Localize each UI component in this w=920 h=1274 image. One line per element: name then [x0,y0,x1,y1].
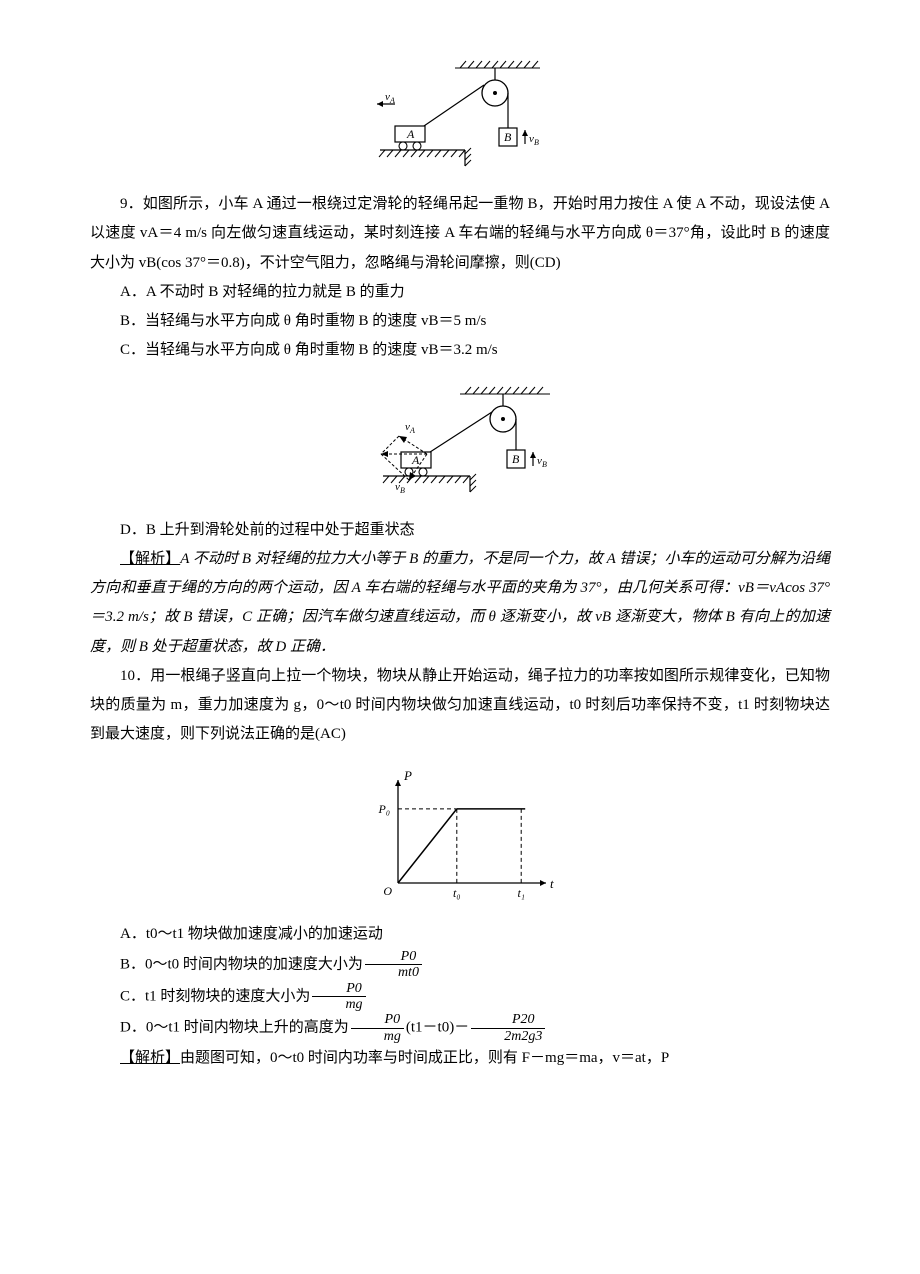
q10-d-frac1: P0mg [351,1012,404,1044]
q10-analysis-text: 由题图可知，0～t0 时间内功率与时间成正比，则有 F－mg＝ma，v＝at，P [180,1050,669,1066]
figure-q10-chart: Ot P P₀ t₀ t₁ [90,768,830,908]
pulley-diagram-2: A [355,384,565,504]
svg-text:B: B [400,486,405,495]
frac-den: mg [312,997,365,1012]
svg-text:B: B [542,460,547,469]
q10-c-frac: P0mg [312,981,365,1013]
q10-option-d: D．0～t1 时间内物块上升的高度为P0mg(t1－t0)－P202m2g3 [90,1012,830,1044]
pulley-diagram-1: A [365,58,555,178]
q10-d-frac2: P202m2g3 [471,1012,545,1044]
svg-text:O: O [383,884,392,898]
svg-text:A: A [409,426,415,435]
page: A [0,0,920,1274]
figure-q9-mid: A [90,384,830,504]
q10-option-c: C．t1 时刻物块的速度大小为P0mg [90,981,830,1013]
figure-q9-top: A [90,58,830,178]
svg-text:t₀: t₀ [453,886,461,900]
frac-num: P20 [471,1012,545,1028]
q10-option-a: A．t0～t1 物块做加速度减小的加速运动 [90,920,830,949]
svg-text:B: B [512,452,520,466]
q10-c-prefix: C．t1 时刻物块的速度大小为 [120,988,310,1004]
analysis-label-2: 【解析】 [120,1050,180,1066]
power-time-chart: Ot P P₀ t₀ t₁ [360,768,560,908]
frac-den: mg [351,1029,404,1044]
svg-text:P₀: P₀ [377,801,390,815]
q9-option-a: A．A 不动时 B 对轻绳的拉力就是 B 的重力 [90,278,830,307]
svg-text:A: A [406,127,415,141]
q9-analysis: 【解析】A 不动时 B 对轻绳的拉力大小等于 B 的重力，不是同一个力，故 A … [90,545,830,662]
frac-den: mt0 [365,965,422,980]
analysis-label: 【解析】 [120,551,180,567]
svg-text:t: t [550,876,554,891]
svg-text:B: B [534,138,539,147]
svg-text:t₁: t₁ [517,886,525,900]
q10-d-prefix: D．0～t1 时间内物块上升的高度为 [120,1020,349,1036]
frac-den: 2m2g3 [471,1029,545,1044]
q9-option-c: C．当轻绳与水平方向成 θ 角时重物 B 的速度 vB＝3.2 m/s [90,336,830,365]
q9-stem: 9．如图所示，小车 A 通过一根绕过定滑轮的轻绳吊起一重物 B，开始时用力按住 … [90,190,830,278]
svg-text:A: A [411,453,420,467]
q10-b-frac: P0mt0 [365,949,422,981]
q9-option-d: D．B 上升到滑轮处前的过程中处于超重状态 [90,516,830,545]
q9-option-b: B．当轻绳与水平方向成 θ 角时重物 B 的速度 vB＝5 m/s [90,307,830,336]
q10-stem: 10．用一根绳子竖直向上拉一个物块，物块从静止开始运动，绳子拉力的功率按如图所示… [90,662,830,750]
frac-num: P0 [351,1012,404,1028]
frac-num: P0 [365,949,422,965]
q10-analysis: 【解析】由题图可知，0～t0 时间内功率与时间成正比，则有 F－mg＝ma，v＝… [90,1044,830,1073]
q10-option-b: B．0～t0 时间内物块的加速度大小为P0mt0 [90,949,830,981]
frac-num: P0 [312,981,365,997]
q10-d-mid: (t1－t0)－ [406,1020,469,1036]
svg-text:B: B [504,130,512,144]
q9-analysis-text: A 不动时 B 对轻绳的拉力大小等于 B 的重力，不是同一个力，故 A 错误；小… [90,551,830,655]
svg-text:P: P [403,768,412,783]
svg-text:A: A [389,96,395,105]
q10-b-prefix: B．0～t0 时间内物块的加速度大小为 [120,956,363,972]
